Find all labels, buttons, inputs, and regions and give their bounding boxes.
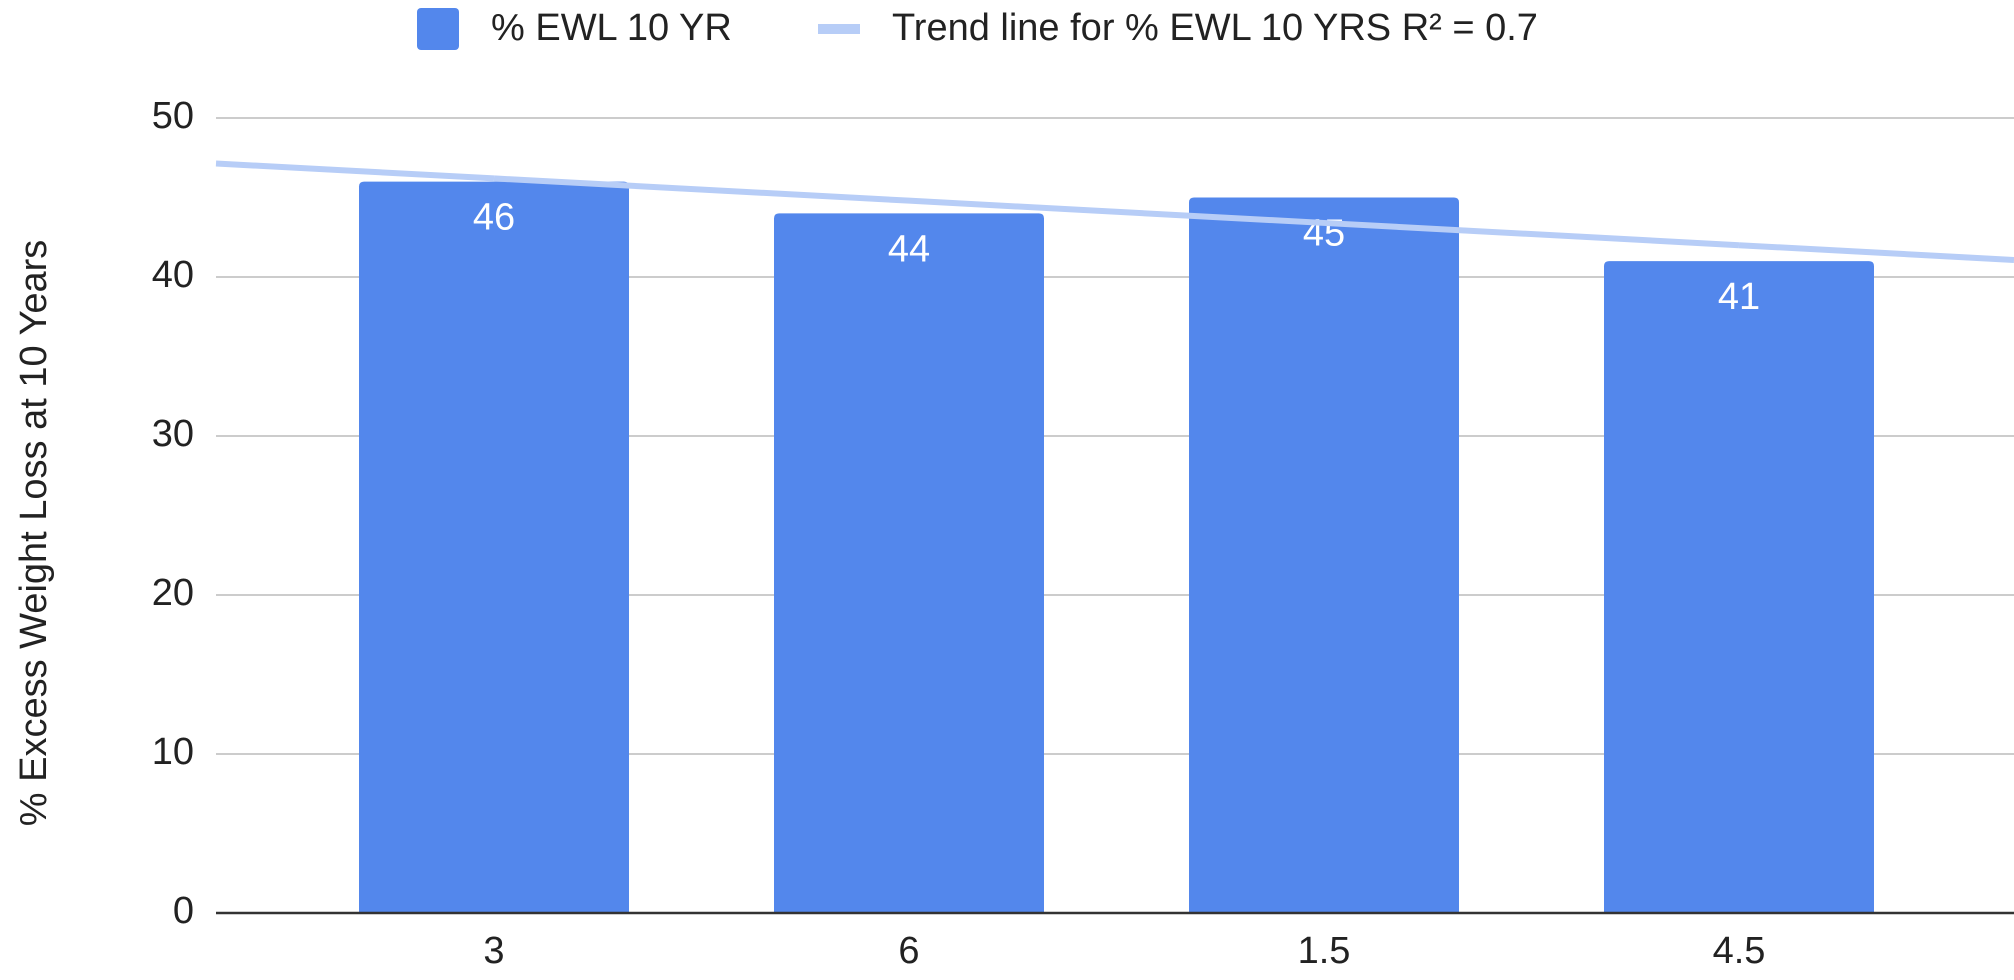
y-tick-label: 40: [152, 254, 194, 296]
legend-label: Trend line for % EWL 10 YRS R² = 0.7: [892, 7, 1538, 49]
legend-swatch: [818, 24, 860, 34]
data-label: 45: [1303, 213, 1345, 255]
x-tick-label: 6: [898, 930, 919, 972]
bar: [1189, 197, 1459, 913]
data-label: 44: [888, 228, 930, 270]
x-tick-label: 4.5: [1713, 930, 1766, 972]
bar: [359, 181, 629, 914]
data-label: 46: [473, 197, 515, 239]
legend-label: % EWL 10 YR: [491, 7, 732, 49]
y-tick-label: 10: [152, 731, 194, 773]
legend-swatch: [417, 8, 459, 50]
y-tick-label: 30: [152, 413, 194, 455]
y-axis-label: % Excess Weight Loss at 10 Years: [13, 240, 55, 827]
trend-extension: [1738, 242, 2014, 263]
bar: [774, 213, 1044, 913]
y-tick-label: 50: [152, 95, 194, 137]
x-tick-label: 3: [483, 930, 504, 972]
y-tick-label: 0: [173, 890, 194, 932]
trend-extension: [215, 160, 495, 182]
y-tick-label: 20: [152, 572, 194, 614]
x-tick-label: 1.5: [1298, 930, 1351, 972]
bar: [1604, 261, 1874, 914]
trend-line: [493, 175, 1740, 249]
data-label: 41: [1718, 276, 1760, 318]
